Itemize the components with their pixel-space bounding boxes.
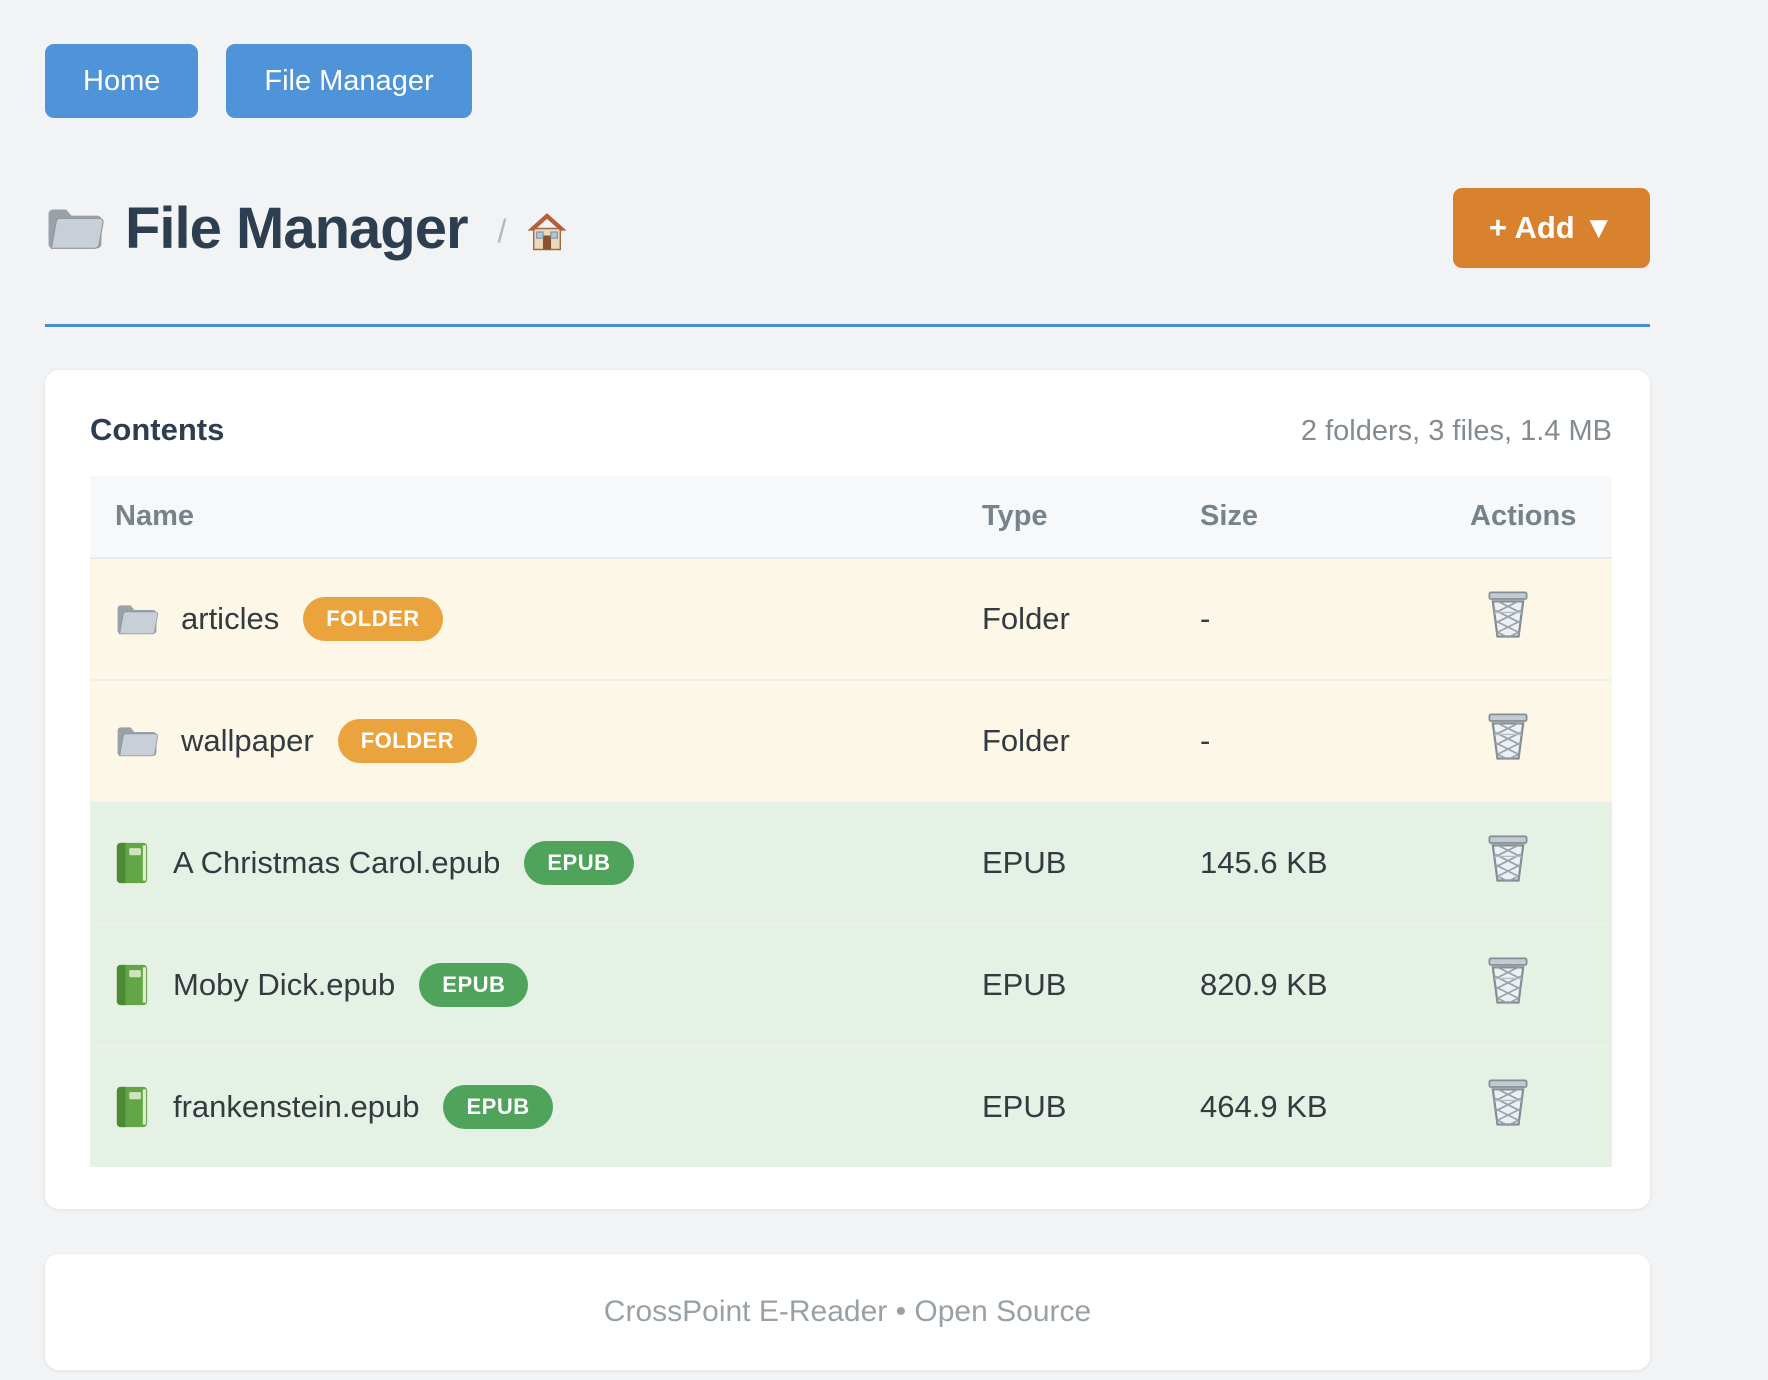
file-name-cell[interactable]: wallpaper FOLDER	[90, 681, 967, 801]
table-row: frankenstein.epub EPUB EPUB 464.9 KB	[90, 1047, 1612, 1167]
file-name: wallpaper	[181, 723, 314, 758]
trash-icon[interactable]	[1485, 712, 1531, 762]
file-table: Name Type Size Actions articles FOLDER F…	[90, 476, 1612, 1167]
footer-text: CrossPoint E-Reader • Open Source	[603, 1295, 1092, 1328]
file-name-cell[interactable]: articles FOLDER	[90, 559, 967, 679]
file-size: -	[1200, 601, 1211, 636]
trash-icon[interactable]	[1485, 834, 1531, 884]
table-header-row: Name Type Size Actions	[90, 476, 1612, 559]
file-type: EPUB	[982, 1089, 1067, 1124]
table-row: articles FOLDER Folder -	[90, 559, 1612, 681]
epub-badge: EPUB	[419, 963, 529, 1007]
file-name: articles	[181, 601, 280, 636]
contents-summary: 2 folders, 3 files, 1.4 MB	[1300, 415, 1612, 447]
page-title-group: File Manager /	[45, 195, 568, 262]
green-book-icon	[115, 963, 149, 1007]
contents-card: Contents 2 folders, 3 files, 1.4 MB Name…	[45, 370, 1650, 1209]
breadcrumb-separator: /	[497, 212, 507, 249]
file-size: -	[1200, 723, 1211, 758]
file-name: frankenstein.epub	[173, 1089, 420, 1124]
file-name-cell[interactable]: A Christmas Carol.epub EPUB	[90, 803, 967, 923]
column-header-actions: Actions	[1470, 500, 1577, 532]
page-header: File Manager / + Add ▼	[45, 188, 1650, 268]
actions-cell	[1455, 926, 1612, 1044]
file-type: EPUB	[982, 967, 1067, 1002]
file-size: 145.6 KB	[1200, 845, 1328, 880]
file-type: Folder	[982, 601, 1070, 636]
table-row: Moby Dick.epub EPUB EPUB 820.9 KB	[90, 925, 1612, 1047]
folder-icon	[115, 600, 159, 638]
column-header-name: Name	[115, 500, 194, 532]
folder-icon	[115, 722, 159, 760]
folder-icon	[45, 203, 105, 253]
folder-badge: FOLDER	[303, 597, 443, 641]
file-size: 464.9 KB	[1200, 1089, 1328, 1124]
epub-badge: EPUB	[524, 841, 634, 885]
folder-badge: FOLDER	[337, 719, 478, 763]
file-type: Folder	[982, 723, 1070, 758]
actions-cell	[1455, 1048, 1612, 1166]
file-size: 820.9 KB	[1200, 967, 1328, 1002]
table-row: wallpaper FOLDER Folder -	[90, 681, 1612, 803]
top-nav: Home File Manager	[45, 0, 1650, 118]
footer: CrossPoint E-Reader • Open Source	[45, 1254, 1650, 1370]
nav-file-manager-button[interactable]: File Manager	[226, 44, 472, 118]
table-row: A Christmas Carol.epub EPUB EPUB 145.6 K…	[90, 803, 1612, 925]
column-header-type: Type	[982, 500, 1048, 532]
epub-badge: EPUB	[443, 1085, 553, 1129]
trash-icon[interactable]	[1485, 1078, 1531, 1128]
file-name-cell[interactable]: Moby Dick.epub EPUB	[90, 925, 967, 1045]
contents-heading: Contents	[90, 412, 225, 447]
add-button[interactable]: + Add ▼	[1452, 188, 1650, 268]
trash-icon[interactable]	[1485, 590, 1531, 640]
green-book-icon	[115, 1085, 149, 1129]
file-name-cell[interactable]: frankenstein.epub EPUB	[90, 1047, 967, 1167]
trash-icon[interactable]	[1485, 956, 1531, 1006]
file-name: Moby Dick.epub	[173, 967, 396, 1002]
contents-card-header: Contents 2 folders, 3 files, 1.4 MB	[90, 412, 1612, 448]
house-icon[interactable]	[526, 211, 568, 253]
column-header-size: Size	[1200, 500, 1259, 532]
header-divider	[45, 324, 1650, 327]
nav-home-button[interactable]: Home	[45, 44, 199, 118]
file-name: A Christmas Carol.epub	[173, 845, 501, 880]
page-container: Home File Manager File Manager / + Add ▼…	[45, 0, 1650, 1370]
actions-cell	[1455, 682, 1612, 800]
actions-cell	[1455, 560, 1612, 678]
actions-cell	[1455, 804, 1612, 922]
green-book-icon	[115, 841, 149, 885]
file-type: EPUB	[982, 845, 1067, 880]
page-title: File Manager	[125, 195, 469, 261]
